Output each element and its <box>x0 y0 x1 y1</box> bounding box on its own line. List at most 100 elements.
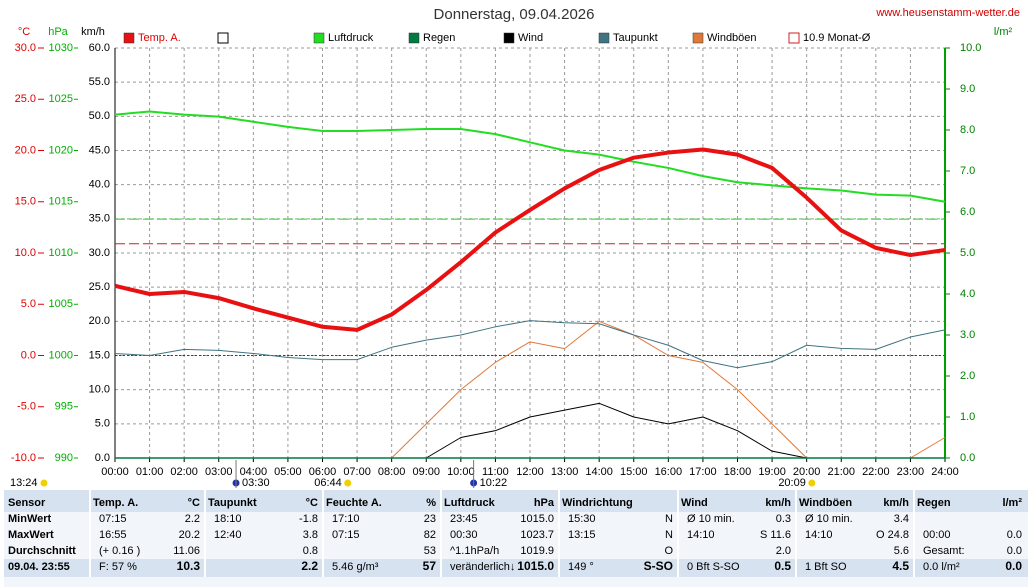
x-tick-label: 01:00 <box>136 466 164 478</box>
legend-swatch-monthly <box>788 32 800 44</box>
y4-tick-label: 1.0 <box>960 411 975 423</box>
table-unit: hPa <box>534 497 555 509</box>
table-cell-value: 4.5 <box>892 559 909 573</box>
table-cell-value: 0.0 <box>1007 545 1022 557</box>
y3-tick-label: 30.0 <box>89 247 110 259</box>
axis-label-hpa: hPa <box>48 26 68 38</box>
y2-tick-label: 995 <box>55 401 73 413</box>
y3-tick-label: 45.0 <box>89 144 110 156</box>
table-cell-value: 23 <box>424 513 436 525</box>
legend-swatch <box>313 32 325 44</box>
table-cell-label: 16:55 <box>99 529 127 541</box>
y2-tick-label: 990 <box>55 452 73 464</box>
table-cell-value: 0.0 <box>1007 529 1022 541</box>
x-tick-label: 04:00 <box>240 466 268 478</box>
table-cell-label: 07:15 <box>332 529 360 541</box>
x-tick-label: 23:00 <box>897 466 925 478</box>
table-cell-value: 57 <box>423 559 437 573</box>
table-header: Feuchte A. <box>326 497 382 509</box>
y3-tick-label: 20.0 <box>89 315 110 327</box>
table-header: Regen <box>917 497 951 509</box>
table-cell-label: 00:30 <box>450 529 478 541</box>
legend-label: Taupunkt <box>613 32 658 44</box>
table-cell-label: Durchschnitt <box>8 545 76 557</box>
x-tick-label: 05:00 <box>274 466 302 478</box>
table-cell-label: 0 Bft S-SO <box>687 561 740 573</box>
table-cell-label: MaxWert <box>8 529 54 541</box>
table-cell-value: 2.2 <box>185 513 200 525</box>
table-cell-label: Gesamt: <box>923 545 965 557</box>
table-cell-value: -1.8 <box>299 513 318 525</box>
x-tick-label: 19:00 <box>758 466 786 478</box>
table-cell-label: 15:30 <box>568 513 596 525</box>
table-cell-label: 14:10 <box>687 529 715 541</box>
table-cell-label: veränderlich↓ <box>450 561 515 573</box>
y4-tick-label: 6.0 <box>960 206 975 218</box>
y3-tick-label: 0.0 <box>95 452 110 464</box>
table-cell-value: 0.5 <box>774 559 791 573</box>
legend-label: Temp. A. <box>138 32 181 44</box>
x-tick-label: 13:00 <box>551 466 579 478</box>
x-tick-label: 00:00 <box>101 466 129 478</box>
table-cell-label: Ø 10 min. <box>687 513 735 525</box>
x-tick-label: 20:00 <box>793 466 821 478</box>
annotation-label: 06:44 <box>314 477 342 489</box>
annotation-label: 13:24 <box>10 477 38 489</box>
y4-tick-label: 0.0 <box>960 452 975 464</box>
y4-tick-label: 8.0 <box>960 124 975 136</box>
table-unit: l/m² <box>1002 497 1022 509</box>
annotation-label: 10:22 <box>480 477 508 489</box>
table-cell-value: O 24.8 <box>876 529 909 541</box>
legend-swatch <box>692 32 704 44</box>
table-cell-value: 20.2 <box>179 529 200 541</box>
table-cell-value: 1015.0 <box>517 559 554 573</box>
annotation-icon <box>40 479 48 487</box>
x-tick-label: 18:00 <box>724 466 752 478</box>
table-cell-value: N <box>665 529 673 541</box>
table-unit: °C <box>188 497 200 509</box>
axis-label-kmh: km/h <box>81 26 105 38</box>
y2-tick-label: 1005 <box>49 298 73 310</box>
legend-label-monthly: 10.9 Monat-Ø <box>803 32 871 44</box>
table-cell-label: 12:40 <box>214 529 242 541</box>
x-tick-label: 21:00 <box>827 466 855 478</box>
y2-tick-label: 1025 <box>49 93 73 105</box>
table-header: Sensor <box>8 497 46 509</box>
table-cell-label: 13:15 <box>568 529 596 541</box>
x-tick-label: 03:00 <box>205 466 233 478</box>
table-cell-label: 17:10 <box>332 513 360 525</box>
table-cell-value: 2.2 <box>301 559 318 573</box>
y4-tick-label: 9.0 <box>960 83 975 95</box>
table-cell-label: 0.0 l/m² <box>923 561 960 573</box>
series-line <box>114 110 946 203</box>
legend-swatch <box>503 32 515 44</box>
table-cell-value: 3.4 <box>894 513 909 525</box>
x-tick-label: 07:00 <box>343 466 371 478</box>
table-cell-value: 10.3 <box>177 559 201 573</box>
x-tick-label: 16:00 <box>655 466 683 478</box>
y2-tick-label: 1015 <box>49 196 73 208</box>
y3-tick-label: 5.0 <box>95 418 110 430</box>
x-tick-label: 08:00 <box>378 466 406 478</box>
site-link[interactable]: www.heusenstamm-wetter.de <box>875 7 1020 19</box>
legend-label: Windböen <box>707 32 757 44</box>
series-line <box>114 320 946 369</box>
y2-tick-label: 1020 <box>49 144 73 156</box>
y4-tick-label: 5.0 <box>960 247 975 259</box>
annotation-icon <box>808 479 816 487</box>
table-last-row-bg <box>4 559 1028 577</box>
table-cell-value: 3.8 <box>303 529 318 541</box>
annotation-label: 03:30 <box>242 477 270 489</box>
y3-tick-label: 50.0 <box>89 110 110 122</box>
legend-empty-box <box>217 32 229 44</box>
series-line <box>114 147 946 332</box>
table-cell-value: S 11.6 <box>760 529 791 541</box>
table-cell-value: S-SO <box>644 559 673 573</box>
x-tick-label: 17:00 <box>689 466 717 478</box>
table-cell-value: 11.06 <box>173 545 200 557</box>
table-cell-label: ^1.1hPa/h <box>450 545 499 557</box>
y-tick-label: -5.0 <box>17 401 36 413</box>
table-unit: km/h <box>883 497 909 509</box>
y-tick-label: -10.0 <box>11 452 36 464</box>
legend-swatch <box>408 32 420 44</box>
